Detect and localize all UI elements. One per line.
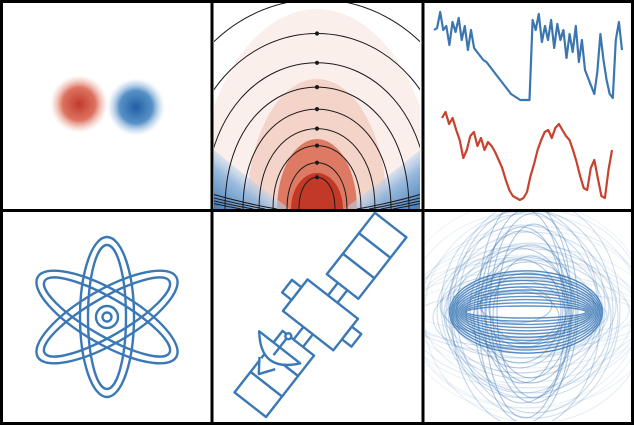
field-loop: [440, 213, 606, 399]
field-loop-core: [457, 289, 595, 335]
field-line-set: [214, 3, 420, 209]
tile-field-loops: [425, 212, 631, 421]
field-loop-core: [456, 286, 596, 338]
magnetic-field-icon: [214, 3, 420, 209]
field-loop-core: [465, 305, 587, 319]
dipole-blobs-icon: [49, 74, 166, 137]
field-loop: [425, 225, 631, 389]
tile-atom: [35, 235, 179, 399]
field-loop: [425, 229, 631, 409]
field-loop: [425, 212, 631, 414]
blue-trace: [433, 10, 624, 102]
field-loop: [425, 257, 631, 369]
tile-dipole-blobs: [49, 74, 166, 137]
field-loop: [484, 212, 566, 419]
red-trace: [441, 110, 614, 202]
field-line-arrow: [314, 143, 320, 148]
field-line-arrow: [314, 60, 320, 65]
field-loop-core: [448, 270, 604, 354]
field-loops-icon: [425, 212, 631, 421]
field-line-arrow: [314, 126, 320, 131]
field-loop: [444, 291, 608, 339]
field-loop-core: [454, 282, 598, 342]
field-loop-core: [451, 276, 601, 348]
tile-field-lines: [214, 3, 420, 209]
field-loop: [425, 243, 631, 389]
field-line: [356, 194, 420, 209]
field-line: [214, 200, 254, 209]
field-loop: [425, 246, 631, 374]
satellite-icon: [233, 211, 408, 419]
field-loop-core: [450, 273, 602, 351]
tile-satellite: [233, 211, 408, 419]
field-line-arrow: [314, 175, 320, 180]
field-loop: [477, 212, 573, 421]
field-loop: [496, 223, 572, 399]
field-line-arrow: [314, 107, 320, 112]
field-loop: [445, 231, 619, 399]
field-loop-core: [453, 279, 599, 345]
field-line-arrow: [314, 85, 320, 90]
field-loop: [425, 271, 630, 349]
field-line: [214, 194, 278, 209]
field-loop-core: [460, 295, 592, 329]
blue-blob: [106, 77, 166, 137]
field-line-arrow: [314, 31, 320, 36]
field-loop: [425, 212, 631, 409]
field-loop: [425, 254, 631, 384]
tile-timeseries: [433, 10, 624, 202]
field-line: [214, 197, 266, 209]
field-loop: [476, 258, 562, 364]
field-loop: [485, 244, 577, 384]
atom-icon: [35, 235, 179, 399]
field-loop-core: [462, 298, 590, 326]
field-loop-core: [463, 302, 589, 322]
timeseries-icon: [433, 10, 624, 202]
field-line: [380, 200, 420, 209]
field-loop: [441, 248, 617, 364]
field-loop: [489, 212, 579, 404]
red-blob: [49, 74, 109, 134]
field-line-arrow: [314, 160, 320, 165]
field-line: [368, 197, 420, 209]
field-loop-core: [459, 292, 593, 332]
